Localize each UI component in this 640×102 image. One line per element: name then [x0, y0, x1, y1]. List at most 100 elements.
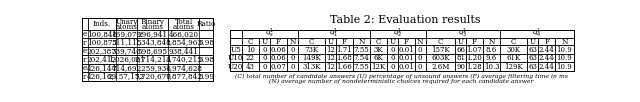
Text: Table 2: Evaluation results: Table 2: Evaluation results [330, 15, 481, 25]
Bar [287, 38, 298, 45]
Text: (C) total number of candidate answers (U) percentage of unsound answers (F) aver: (C) total number of candidate answers (U… [235, 74, 568, 79]
Text: 0: 0 [390, 46, 395, 54]
Text: 2,157,172: 2,157,172 [108, 73, 145, 81]
Bar [270, 62, 287, 71]
Text: 2,714,214: 2,714,214 [134, 56, 172, 64]
Bar [287, 54, 298, 62]
Text: F: F [544, 38, 549, 45]
Bar [466, 62, 483, 71]
Text: 426,144: 426,144 [86, 64, 116, 72]
Text: 6K: 6K [374, 54, 383, 62]
Text: 0.01: 0.01 [398, 46, 414, 54]
Text: 7.55: 7.55 [353, 46, 369, 54]
Bar [81, 18, 213, 81]
Bar [500, 45, 527, 54]
Bar [426, 45, 455, 54]
Bar [242, 30, 298, 38]
Bar [397, 38, 415, 45]
Text: 1.28: 1.28 [467, 63, 483, 70]
Bar [466, 45, 483, 54]
Text: F: F [342, 38, 347, 45]
Text: atoms: atoms [142, 23, 164, 30]
Text: 3K: 3K [374, 46, 383, 54]
Bar [259, 38, 270, 45]
Text: 10.9: 10.9 [557, 46, 572, 54]
Text: 0: 0 [290, 63, 294, 70]
Text: 0: 0 [390, 54, 395, 62]
Text: $q_1^1$: $q_1^1$ [329, 27, 339, 40]
Bar [455, 62, 466, 71]
Text: N: N [561, 38, 568, 45]
Bar [353, 38, 370, 45]
Text: U20: U20 [228, 63, 243, 70]
Text: 0: 0 [418, 54, 422, 62]
Bar [466, 54, 483, 62]
Bar [287, 62, 298, 71]
Text: 0.01: 0.01 [398, 63, 414, 70]
Bar [325, 38, 336, 45]
Bar [242, 54, 259, 62]
Bar [81, 38, 213, 47]
Bar [397, 62, 415, 71]
Bar [527, 38, 538, 45]
Bar [555, 45, 573, 54]
Bar [387, 45, 397, 54]
Bar [370, 38, 387, 45]
Bar [353, 54, 370, 62]
Bar [353, 45, 370, 54]
Bar [81, 72, 213, 81]
Bar [397, 45, 415, 54]
Text: atoms: atoms [116, 23, 138, 30]
Text: 81: 81 [456, 54, 465, 62]
Text: 5,720,670: 5,720,670 [134, 73, 172, 81]
Text: 3,740,215: 3,740,215 [165, 56, 202, 64]
Bar [230, 30, 242, 38]
Bar [415, 54, 426, 62]
Text: 30K: 30K [506, 46, 521, 54]
Bar [353, 62, 370, 71]
Text: 313K: 313K [302, 63, 321, 70]
Text: 1.66: 1.66 [337, 63, 352, 70]
Text: 63: 63 [528, 46, 537, 54]
Text: (N) average number of nondeterministic choices required for each candidate answe: (N) average number of nondeterministic c… [269, 78, 534, 84]
Text: N: N [488, 38, 495, 45]
Bar [298, 38, 325, 45]
Bar [387, 38, 397, 45]
Bar [270, 54, 287, 62]
Text: 9.6: 9.6 [486, 54, 497, 62]
Bar [415, 38, 426, 45]
Text: 10.3: 10.3 [484, 63, 499, 70]
Bar [527, 54, 538, 62]
Text: 938,441: 938,441 [169, 47, 199, 55]
Text: 12: 12 [326, 54, 335, 62]
Bar [81, 55, 213, 64]
Bar [426, 54, 455, 62]
Text: U: U [389, 38, 396, 45]
Text: 598,695: 598,695 [138, 47, 168, 55]
Text: 511,115: 511,115 [111, 39, 141, 47]
Text: C: C [511, 38, 516, 45]
Bar [325, 54, 336, 62]
Bar [230, 38, 242, 45]
Bar [500, 54, 527, 62]
Bar [426, 38, 455, 45]
Text: F: F [472, 38, 477, 45]
Bar [81, 18, 213, 30]
Bar [242, 38, 259, 45]
Bar [538, 62, 555, 71]
Text: C: C [248, 38, 253, 45]
Text: 66: 66 [456, 46, 465, 54]
Text: 1,854,963: 1,854,963 [165, 39, 202, 47]
Text: Binary: Binary [141, 18, 165, 26]
Bar [500, 30, 573, 38]
Text: 0.07: 0.07 [271, 63, 286, 70]
Text: 3.98: 3.98 [198, 39, 214, 47]
Text: Total: Total [175, 18, 193, 26]
Bar [370, 54, 387, 62]
Bar [555, 54, 573, 62]
Bar [230, 45, 242, 54]
Bar [230, 62, 242, 71]
Text: atoms: atoms [173, 23, 195, 30]
Text: r: r [83, 56, 86, 64]
Text: 0: 0 [262, 46, 267, 54]
